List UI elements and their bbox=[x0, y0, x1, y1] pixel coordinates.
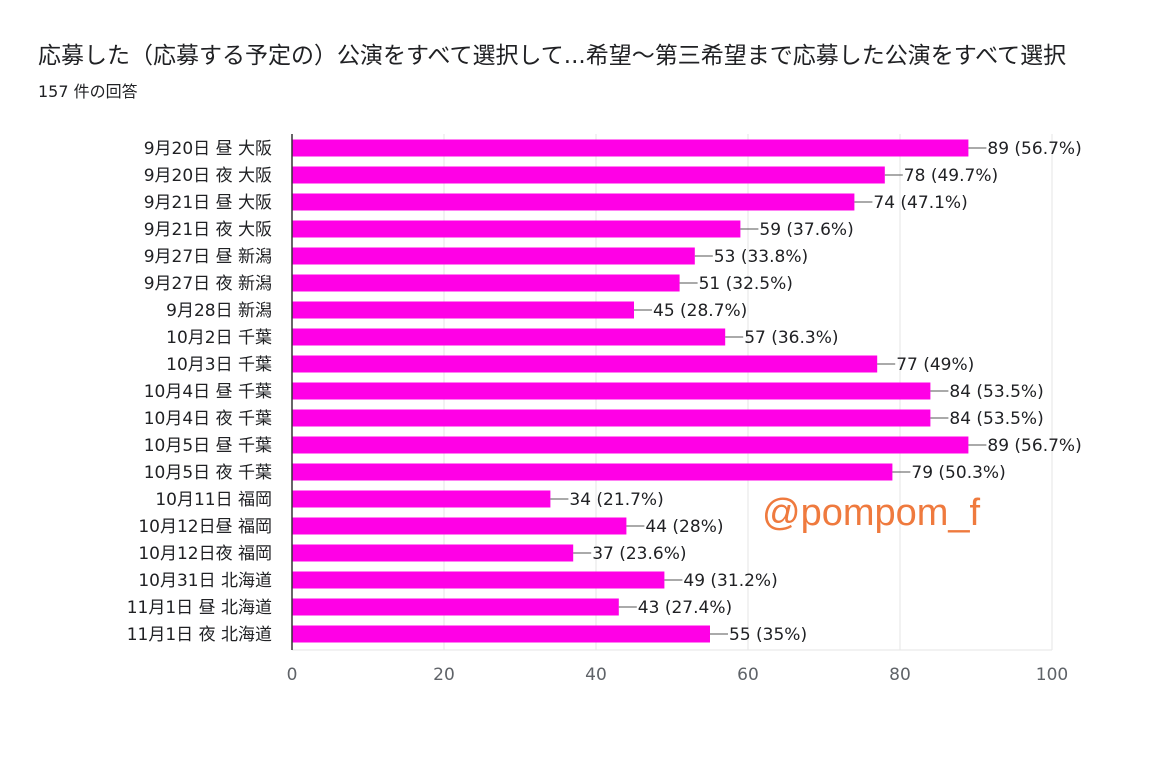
data-label: 59 (37.6%) bbox=[759, 220, 853, 240]
bar bbox=[292, 517, 627, 535]
watermark: @pompom_f bbox=[762, 492, 981, 534]
bar bbox=[292, 571, 665, 589]
category-label: 10月5日 夜 千葉 bbox=[144, 463, 272, 483]
bar bbox=[292, 301, 634, 319]
data-label: 37 (23.6%) bbox=[592, 544, 686, 564]
category-label: 10月31日 北海道 bbox=[138, 571, 272, 591]
data-label: 55 (35%) bbox=[729, 625, 807, 645]
category-label: 9月28日 新潟 bbox=[166, 301, 272, 321]
category-label: 11月1日 昼 北海道 bbox=[127, 598, 272, 618]
data-label: 78 (49.7%) bbox=[904, 166, 998, 186]
data-label: 89 (56.7%) bbox=[987, 139, 1081, 159]
category-label: 9月21日 昼 大阪 bbox=[144, 193, 272, 213]
bar bbox=[292, 544, 574, 562]
x-tick-label: 60 bbox=[737, 665, 759, 685]
data-label: 74 (47.1%) bbox=[873, 193, 967, 213]
bar bbox=[292, 463, 893, 481]
data-label: 34 (21.7%) bbox=[569, 490, 663, 510]
data-label: 77 (49%) bbox=[896, 355, 974, 375]
category-label: 10月12日夜 福岡 bbox=[138, 544, 272, 564]
bar bbox=[292, 193, 855, 211]
x-tick-label: 100 bbox=[1036, 665, 1068, 685]
category-label: 10月3日 千葉 bbox=[166, 355, 272, 375]
category-label: 9月20日 夜 大阪 bbox=[144, 166, 272, 186]
bar bbox=[292, 598, 619, 616]
category-label: 10月12日昼 福岡 bbox=[138, 517, 272, 537]
category-label: 9月20日 昼 大阪 bbox=[144, 139, 272, 159]
data-label: 53 (33.8%) bbox=[714, 247, 808, 267]
category-label: 9月27日 夜 新潟 bbox=[144, 274, 272, 294]
category-label: 10月2日 千葉 bbox=[166, 328, 272, 348]
category-label: 9月21日 夜 大阪 bbox=[144, 220, 272, 240]
data-label: 51 (32.5%) bbox=[699, 274, 793, 294]
category-label: 11月1日 夜 北海道 bbox=[127, 625, 272, 645]
bar bbox=[292, 625, 710, 643]
bar bbox=[292, 490, 551, 508]
chart-title: 応募した（応募する予定の）公演をすべて選択して...希望〜第三希望まで応募した公… bbox=[38, 43, 1067, 69]
data-label: 79 (50.3%) bbox=[911, 463, 1005, 483]
category-label: 9月27日 昼 新潟 bbox=[144, 247, 272, 267]
data-label: 44 (28%) bbox=[645, 517, 723, 537]
category-label: 10月4日 夜 千葉 bbox=[144, 409, 272, 429]
x-tick-label: 0 bbox=[287, 665, 298, 685]
bar bbox=[292, 166, 885, 184]
bar bbox=[292, 274, 680, 292]
bar bbox=[292, 220, 741, 238]
response-count: 157 件の回答 bbox=[38, 82, 138, 101]
bar bbox=[292, 355, 878, 373]
x-tick-label: 80 bbox=[889, 665, 911, 685]
data-label: 49 (31.2%) bbox=[683, 571, 777, 591]
data-label: 89 (56.7%) bbox=[987, 436, 1081, 456]
data-label: 84 (53.5%) bbox=[949, 382, 1043, 402]
category-label: 10月4日 昼 千葉 bbox=[144, 382, 272, 402]
bar bbox=[292, 436, 969, 454]
bar bbox=[292, 409, 931, 427]
data-label: 45 (28.7%) bbox=[653, 301, 747, 321]
bar bbox=[292, 328, 726, 346]
bar bbox=[292, 247, 695, 265]
category-label: 10月5日 昼 千葉 bbox=[144, 436, 272, 456]
category-label: 10月11日 福岡 bbox=[155, 490, 272, 510]
data-label: 84 (53.5%) bbox=[949, 409, 1043, 429]
bar bbox=[292, 139, 969, 157]
data-label: 43 (27.4%) bbox=[638, 598, 732, 618]
data-label: 57 (36.3%) bbox=[744, 328, 838, 348]
x-tick-label: 20 bbox=[433, 665, 455, 685]
bar bbox=[292, 382, 931, 400]
x-tick-label: 40 bbox=[585, 665, 607, 685]
